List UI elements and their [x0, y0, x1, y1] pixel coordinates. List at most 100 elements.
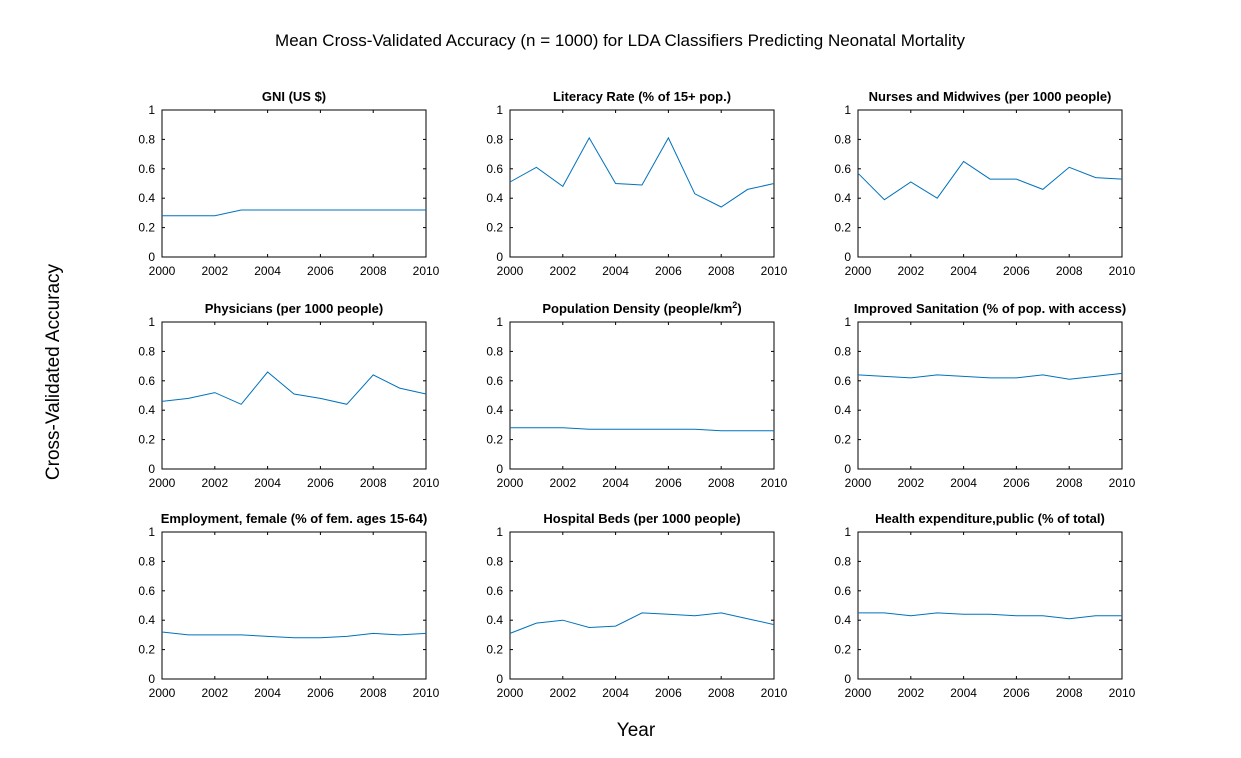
x-tick-label: 2004	[602, 264, 629, 278]
x-tick-label: 2006	[655, 476, 682, 490]
x-tick-label: 2000	[845, 476, 872, 490]
subplot-7: Employment, female (% of fem. ages 15-64…	[138, 511, 439, 700]
series-line	[161, 631, 427, 639]
y-tick-label: 0	[148, 250, 155, 264]
x-tick-label: 2008	[708, 476, 735, 490]
y-tick-label: 0.2	[138, 643, 155, 657]
subplot-1: GNI (US $) 0 0.2 0.4 0.6 0.8 1 2000 2002 2004 2006…	[138, 89, 439, 278]
x-tick-label: 2000	[845, 686, 872, 700]
y-tick-label: 1	[148, 315, 155, 329]
x-tick-label: 2006	[655, 686, 682, 700]
y-tick-label: 0.6	[834, 584, 851, 598]
y-tick-label: 1	[844, 525, 851, 539]
y-tick-label: 1	[148, 103, 155, 117]
y-tick-label: 0.6	[138, 374, 155, 388]
y-tick-label: 0	[148, 672, 155, 686]
y-tick-label: 0.2	[486, 643, 503, 657]
y-tick-label: 0.4	[138, 403, 155, 417]
subplot-title: Health expenditure,public (% of total)	[875, 511, 1105, 526]
series-line	[509, 612, 775, 634]
x-tick-label: 2002	[897, 686, 924, 700]
x-tick-label: 2008	[360, 264, 387, 278]
x-tick-label: 2004	[602, 686, 629, 700]
plot-area	[857, 531, 1123, 680]
y-tick-label: 0	[496, 250, 503, 264]
x-tick-label: 2008	[1056, 476, 1083, 490]
x-tick-label: 2010	[1109, 686, 1136, 700]
x-tick-label: 2010	[413, 476, 440, 490]
y-tick-label: 0.2	[138, 433, 155, 447]
y-tick-label: 0.4	[486, 403, 503, 417]
x-tick-label: 2008	[360, 476, 387, 490]
x-tick-label: 2002	[897, 264, 924, 278]
x-tick-label: 2000	[497, 686, 524, 700]
series-line	[858, 612, 1122, 620]
x-tick-label: 2004	[254, 686, 281, 700]
y-tick-label: 0.8	[834, 554, 851, 568]
x-tick-label: 2002	[201, 686, 228, 700]
x-tick-label: 2006	[307, 686, 334, 700]
subplot-8: Hospital Beds (per 1000 people) 0 0.2 0.4 0.…	[486, 511, 787, 700]
y-tick-label: 0	[844, 462, 851, 476]
y-tick-label: 0.8	[138, 344, 155, 358]
x-tick-label: 2002	[549, 264, 576, 278]
x-tick-label: 2006	[1003, 264, 1030, 278]
y-tick-label: 0.4	[834, 191, 851, 205]
plot-area	[509, 531, 775, 680]
series-line	[509, 136, 775, 208]
subplot-title: Hospital Beds (per 1000 people)	[543, 511, 740, 526]
subplot-title: Population Density (people/km2)	[542, 300, 741, 316]
subplot-3: Nurses and Midwives (per 1000 people) 0 0.…	[834, 89, 1135, 278]
y-tick-label: 0.2	[834, 643, 851, 657]
x-tick-label: 2000	[497, 264, 524, 278]
x-tick-label: 2008	[708, 264, 735, 278]
subplot-9: Health expenditure,public (% of total) 0 0…	[834, 511, 1135, 700]
x-tick-label: 2004	[254, 264, 281, 278]
x-tick-label: 2004	[254, 476, 281, 490]
x-tick-label: 2010	[413, 686, 440, 700]
y-tick-label: 0.4	[834, 613, 851, 627]
y-tick-label: 0.8	[486, 344, 503, 358]
y-tick-label: 0.8	[834, 132, 851, 146]
y-tick-label: 0.8	[834, 344, 851, 358]
x-tick-label: 2000	[149, 476, 176, 490]
subplot-title: GNI (US $)	[262, 89, 326, 104]
x-tick-label: 2006	[307, 476, 334, 490]
x-tick-label: 2004	[950, 264, 977, 278]
series-line	[510, 427, 774, 432]
y-tick-label: 0.4	[486, 191, 503, 205]
y-tick-label: 0	[496, 672, 503, 686]
title-tail: )	[737, 301, 741, 316]
y-tick-label: 0.4	[138, 613, 155, 627]
y-tick-label: 0	[496, 462, 503, 476]
series-line	[857, 372, 1123, 380]
subplot-6: Improved Sanitation (% of pop. with acce…	[834, 301, 1135, 490]
y-tick-label: 0.6	[834, 162, 851, 176]
y-tick-label: 0	[844, 672, 851, 686]
subplot-title: Literacy Rate (% of 15+ pop.)	[553, 89, 731, 104]
y-tick-label: 0.4	[138, 191, 155, 205]
y-tick-label: 0.6	[486, 374, 503, 388]
series-line	[857, 160, 1123, 201]
x-axis-label: Year	[617, 720, 656, 741]
x-tick-label: 2002	[897, 476, 924, 490]
x-tick-label: 2006	[1003, 476, 1030, 490]
x-tick-label: 2002	[201, 476, 228, 490]
series-line	[161, 371, 427, 405]
x-tick-label: 2000	[845, 264, 872, 278]
x-tick-label: 2010	[1109, 476, 1136, 490]
y-tick-label: 1	[844, 315, 851, 329]
x-tick-label: 2000	[149, 686, 176, 700]
x-tick-label: 2002	[549, 476, 576, 490]
plot-area	[509, 321, 775, 470]
x-tick-label: 2006	[307, 264, 334, 278]
x-tick-label: 2010	[761, 476, 788, 490]
y-tick-label: 0.6	[138, 162, 155, 176]
plot-area	[161, 321, 427, 470]
x-tick-label: 2010	[761, 686, 788, 700]
plot-area	[509, 109, 775, 258]
figure-title: Mean Cross-Validated Accuracy (n = 1000)…	[275, 31, 965, 50]
x-tick-label: 2010	[1109, 264, 1136, 278]
x-tick-label: 2010	[413, 264, 440, 278]
